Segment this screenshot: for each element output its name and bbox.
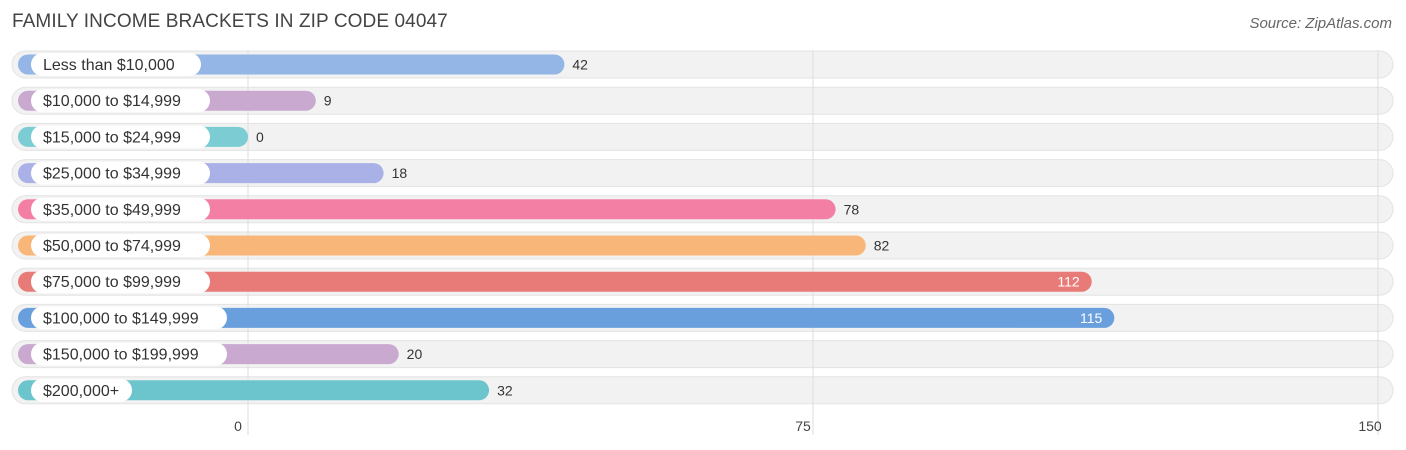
bar[interactable]: [18, 235, 866, 256]
category-label: $10,000 to $14,999: [43, 93, 181, 110]
category-label: Less than $10,000: [43, 57, 175, 74]
value-label: 18: [392, 165, 408, 181]
bar[interactable]: [18, 199, 836, 220]
bar[interactable]: [18, 271, 1092, 292]
value-label: 20: [407, 346, 423, 362]
category-label: $35,000 to $49,999: [43, 202, 181, 219]
category-label-pill: [31, 378, 132, 402]
chart-title: FAMILY INCOME BRACKETS IN ZIP CODE 04047: [12, 11, 448, 32]
value-label: 82: [874, 238, 890, 254]
value-label: 115: [1080, 310, 1103, 326]
category-label-pill: [31, 306, 227, 330]
category-label-pill: [31, 270, 210, 294]
value-label: 9: [324, 93, 332, 109]
category-label: $200,000+: [43, 383, 119, 400]
row-background: [11, 122, 1394, 151]
category-label-pill: [31, 161, 210, 185]
value-label: 32: [497, 382, 513, 398]
row-background: [11, 86, 1394, 115]
category-label-pill: [31, 342, 227, 366]
value-label: 112: [1057, 274, 1080, 290]
category-label: $150,000 to $199,999: [43, 347, 199, 364]
category-label-pill: [31, 234, 210, 257]
x-tick-label: 75: [795, 418, 811, 434]
value-label: 42: [572, 57, 588, 73]
category-label-pill: [31, 125, 210, 149]
category-label-pill: [31, 53, 201, 76]
category-label: $25,000 to $34,999: [43, 166, 181, 183]
category-label: $100,000 to $149,999: [43, 310, 199, 327]
category-label: $15,000 to $24,999: [43, 129, 181, 146]
category-label-pill: [31, 197, 210, 221]
source-credit: Source: ZipAtlas.com: [1249, 15, 1392, 32]
x-tick-label: 150: [1358, 418, 1382, 434]
value-label: 0: [256, 129, 264, 145]
category-label-pill: [31, 89, 210, 113]
category-label: $50,000 to $74,999: [43, 238, 181, 255]
bar[interactable]: [18, 307, 1115, 328]
x-tick-label: 0: [234, 418, 242, 434]
value-label: 78: [844, 201, 860, 217]
category-label: $75,000 to $99,999: [43, 274, 181, 291]
bar[interactable]: [18, 380, 490, 401]
